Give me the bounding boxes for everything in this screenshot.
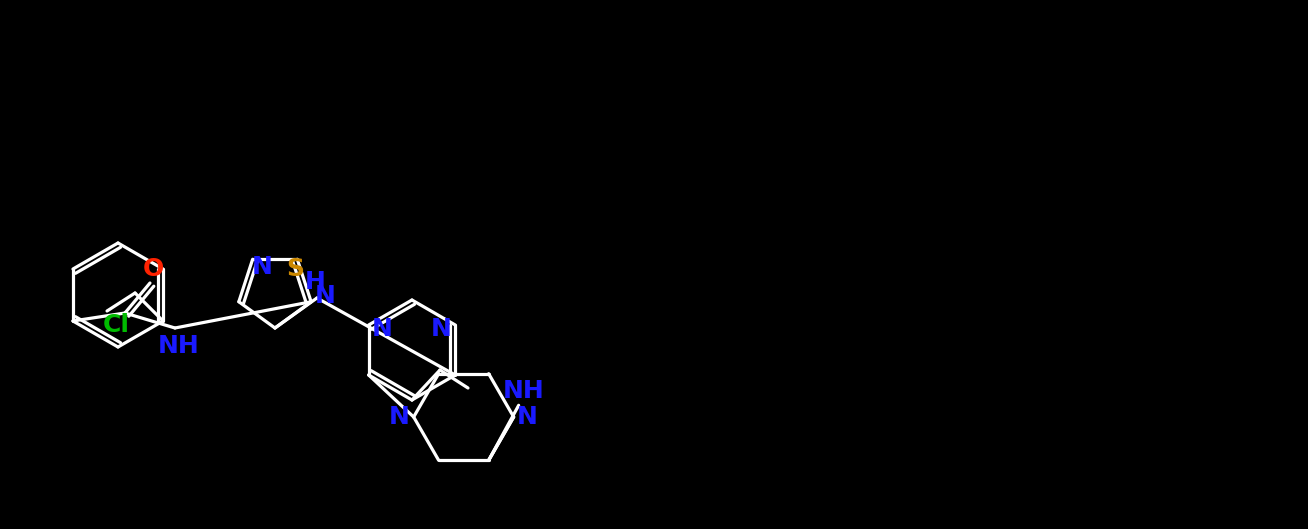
- Text: S: S: [286, 257, 305, 281]
- Text: N: N: [252, 256, 273, 279]
- Text: H: H: [305, 270, 326, 294]
- Text: NH: NH: [502, 379, 544, 403]
- Text: N: N: [373, 317, 394, 341]
- Text: N: N: [517, 405, 538, 429]
- Text: Cl: Cl: [102, 313, 129, 337]
- Text: O: O: [143, 257, 164, 281]
- Text: N: N: [430, 317, 451, 341]
- Text: N: N: [390, 405, 411, 429]
- Text: NH: NH: [158, 334, 200, 358]
- Text: N: N: [314, 284, 335, 308]
